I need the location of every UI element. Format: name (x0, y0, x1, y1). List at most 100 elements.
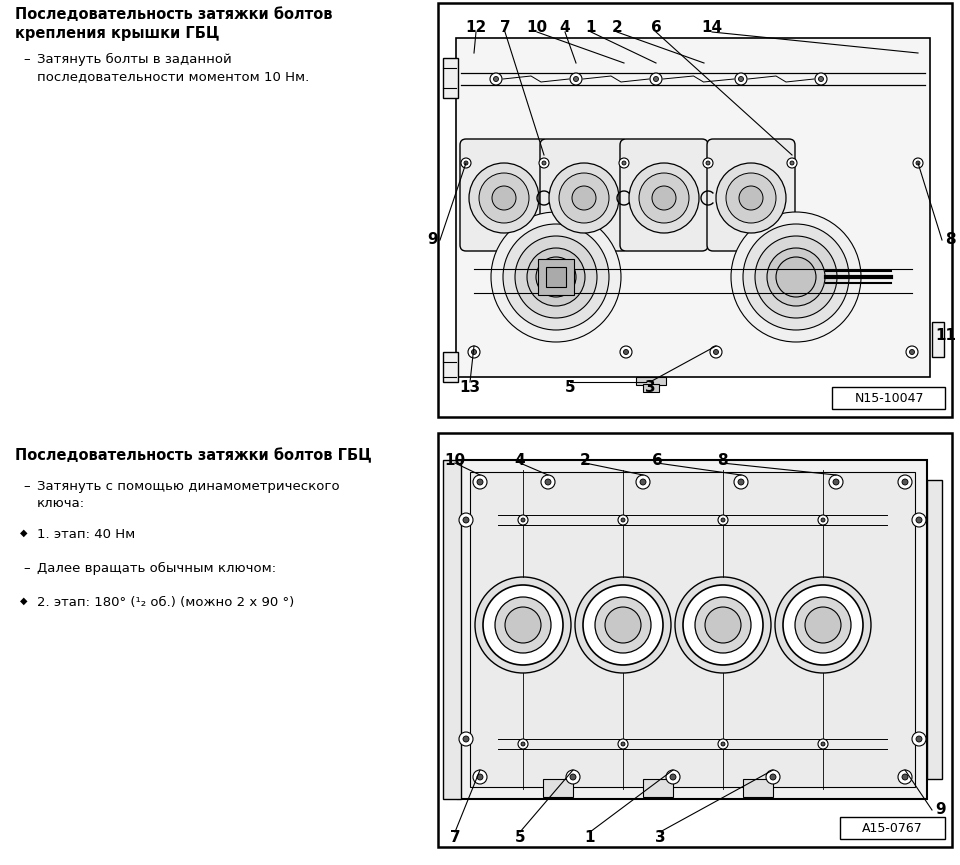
Bar (543, 779, 573, 797)
Circle shape (629, 163, 699, 233)
Circle shape (521, 742, 525, 746)
Circle shape (916, 517, 922, 523)
Circle shape (536, 257, 576, 297)
Circle shape (539, 158, 549, 168)
Circle shape (650, 73, 662, 85)
Circle shape (469, 163, 539, 233)
Bar (438, 3, 952, 417)
FancyBboxPatch shape (460, 139, 548, 251)
Circle shape (570, 73, 582, 85)
Bar (458, 460, 927, 799)
Text: ◆: ◆ (20, 596, 28, 606)
Circle shape (477, 774, 483, 780)
Circle shape (795, 597, 851, 653)
Circle shape (542, 161, 546, 165)
Circle shape (619, 158, 629, 168)
Circle shape (464, 161, 468, 165)
Circle shape (818, 739, 828, 749)
Text: –: – (23, 480, 30, 493)
Circle shape (549, 163, 619, 233)
Circle shape (787, 158, 797, 168)
Text: 14: 14 (702, 20, 723, 35)
Circle shape (503, 224, 609, 330)
Text: –: – (23, 53, 30, 66)
Circle shape (461, 158, 471, 168)
Text: 2: 2 (580, 453, 590, 468)
Circle shape (718, 739, 728, 749)
Circle shape (775, 577, 871, 673)
Text: 4: 4 (560, 20, 570, 35)
Circle shape (767, 248, 825, 306)
FancyBboxPatch shape (620, 139, 708, 251)
Text: 8: 8 (945, 233, 955, 247)
Circle shape (721, 518, 725, 522)
Circle shape (818, 515, 828, 525)
Circle shape (459, 513, 473, 527)
Circle shape (621, 742, 625, 746)
Circle shape (726, 173, 776, 223)
Circle shape (491, 212, 621, 342)
Circle shape (739, 186, 763, 210)
Text: 9: 9 (935, 803, 946, 817)
Circle shape (755, 236, 837, 318)
FancyBboxPatch shape (707, 139, 795, 251)
Circle shape (666, 770, 680, 784)
Text: A15-0767: A15-0767 (862, 822, 923, 835)
Circle shape (902, 774, 908, 780)
Circle shape (770, 774, 776, 780)
Circle shape (916, 161, 920, 165)
Circle shape (743, 224, 849, 330)
Circle shape (479, 173, 529, 223)
Text: 7: 7 (500, 20, 511, 35)
Text: 10: 10 (444, 453, 466, 468)
Circle shape (471, 349, 476, 355)
Circle shape (595, 597, 651, 653)
Circle shape (805, 607, 841, 643)
Circle shape (731, 212, 861, 342)
Text: 5: 5 (564, 380, 575, 395)
Circle shape (898, 770, 912, 784)
Circle shape (705, 607, 741, 643)
Circle shape (559, 173, 609, 223)
Circle shape (475, 577, 571, 673)
Circle shape (821, 742, 825, 746)
Bar (840, 817, 945, 839)
Circle shape (623, 349, 629, 355)
Text: Далее вращать обычным ключом:: Далее вращать обычным ключом: (37, 562, 276, 575)
Bar (927, 480, 942, 779)
Circle shape (819, 76, 824, 81)
Circle shape (605, 607, 641, 643)
Circle shape (621, 518, 625, 522)
Bar (443, 460, 461, 799)
Circle shape (515, 236, 597, 318)
Bar (546, 267, 566, 287)
Circle shape (636, 475, 650, 489)
Bar (456, 38, 930, 377)
Text: 1. этап: 40 Нм: 1. этап: 40 Нм (37, 528, 135, 541)
Circle shape (909, 349, 915, 355)
Circle shape (790, 161, 794, 165)
Circle shape (639, 173, 689, 223)
Circle shape (518, 515, 528, 525)
Bar (443, 352, 458, 382)
Circle shape (541, 475, 555, 489)
Circle shape (683, 585, 763, 665)
Text: 1: 1 (585, 830, 595, 845)
Circle shape (473, 475, 487, 489)
Circle shape (583, 585, 663, 665)
Circle shape (463, 736, 469, 742)
Text: 3: 3 (645, 380, 656, 395)
Circle shape (913, 158, 923, 168)
Bar (932, 322, 944, 357)
Circle shape (493, 76, 498, 81)
Text: 2: 2 (612, 20, 622, 35)
Circle shape (477, 479, 483, 485)
Circle shape (521, 518, 525, 522)
Text: N15-10047: N15-10047 (854, 392, 924, 405)
Text: 8: 8 (717, 453, 728, 468)
Circle shape (483, 585, 563, 665)
Circle shape (776, 257, 816, 297)
Text: 3: 3 (655, 830, 665, 845)
Bar (832, 387, 945, 409)
Circle shape (492, 186, 516, 210)
